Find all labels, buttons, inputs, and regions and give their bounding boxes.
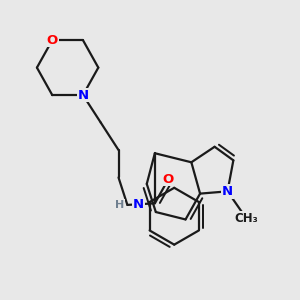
Text: N: N [222, 185, 233, 198]
Text: O: O [163, 172, 174, 186]
Text: H: H [115, 200, 124, 210]
Text: O: O [46, 34, 58, 47]
Text: N: N [133, 198, 144, 212]
Text: N: N [77, 88, 88, 102]
Text: CH₃: CH₃ [234, 212, 258, 225]
